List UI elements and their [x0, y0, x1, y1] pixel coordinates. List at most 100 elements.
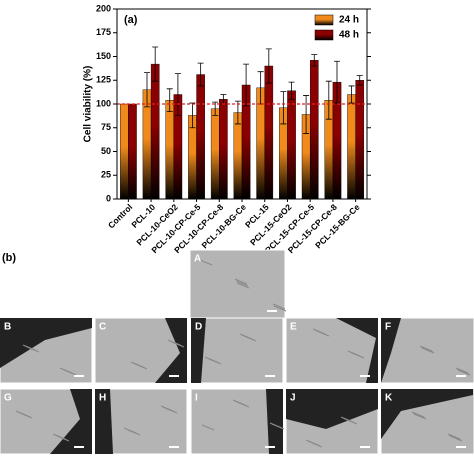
cell [419, 345, 433, 352]
bar [119, 103, 129, 200]
cell [309, 441, 323, 448]
error-bar [311, 54, 318, 67]
bar [165, 99, 175, 200]
panel-letter: K [385, 393, 393, 404]
panel-letter: C [99, 322, 106, 333]
error-bar [325, 80, 332, 120]
panel-letter: E [290, 322, 297, 333]
micrograph-shadow [50, 389, 92, 454]
bar [233, 112, 243, 200]
y-tick-label: 150 [96, 51, 111, 61]
micrograph [190, 317, 284, 384]
bar [210, 108, 220, 200]
cell [199, 259, 213, 266]
error-bar [265, 48, 272, 84]
cell [201, 424, 215, 431]
micrograph-shadow [266, 389, 283, 454]
cell [351, 352, 365, 359]
cell [448, 434, 462, 441]
bar [355, 80, 365, 200]
cell [271, 423, 285, 430]
y-tick-label: 100 [96, 98, 111, 108]
y-tick-label: 75 [101, 122, 111, 132]
bar [287, 90, 296, 200]
cell [234, 278, 248, 285]
cell [127, 429, 141, 436]
cell [134, 363, 148, 370]
cell [412, 412, 426, 419]
panel-letter: A [194, 254, 201, 265]
panel-letter: D [195, 322, 202, 333]
legend-label: 24 h [339, 15, 359, 26]
cell [316, 330, 330, 337]
error-bar [144, 72, 150, 108]
micrograph-shadow [381, 389, 473, 439]
y-tick-label: 125 [96, 75, 111, 85]
micrograph-shadow [155, 318, 187, 383]
bar [219, 99, 228, 200]
error-bar [303, 95, 310, 134]
micrograph-shadow [381, 318, 401, 383]
micrograph-shadow [0, 318, 92, 368]
cell [273, 305, 287, 312]
error-bar [356, 75, 363, 86]
cell [19, 412, 33, 419]
legend-swatch [314, 14, 334, 26]
cell [243, 335, 257, 342]
error-bar [212, 101, 219, 116]
y-tick-label: 25 [101, 170, 111, 180]
cell [344, 418, 358, 425]
plot-frame [116, 8, 368, 200]
error-bar [197, 62, 204, 87]
y-tick-label: 0 [106, 193, 111, 203]
cell [164, 407, 178, 414]
cell [272, 303, 286, 310]
micrograph-shadow [191, 318, 206, 383]
cell [236, 401, 250, 408]
panel-letter: G [4, 393, 12, 404]
bar [309, 60, 319, 200]
panel-label: (a) [124, 14, 138, 26]
cell [235, 280, 249, 287]
error-bar [174, 73, 181, 116]
bar [264, 65, 274, 200]
micrograph [189, 249, 286, 319]
bar [150, 63, 160, 200]
error-bar [288, 81, 295, 100]
cell [413, 413, 427, 420]
y-axis-label: Cell viability (%) [83, 66, 94, 143]
cell [63, 369, 77, 376]
panel-letter: J [290, 393, 296, 404]
y-tick-label: 50 [101, 146, 111, 156]
cell [171, 341, 185, 348]
cell [457, 369, 471, 376]
y-tick-label: 200 [96, 3, 111, 13]
panel-label: (b) [2, 252, 16, 264]
cell [26, 346, 40, 353]
error-bar [166, 88, 173, 112]
cell [456, 368, 470, 375]
error-bar [152, 46, 159, 82]
error-bar [243, 63, 250, 107]
cell [420, 346, 434, 353]
bar [196, 74, 205, 200]
cell [411, 411, 425, 418]
cell [236, 282, 250, 289]
cell [455, 367, 469, 374]
y-tick-label: 175 [96, 27, 111, 37]
cell [449, 435, 463, 442]
panel-letter: I [195, 393, 198, 404]
error-bar [280, 91, 287, 125]
x-tick-label: Control [106, 202, 134, 230]
cell [421, 347, 435, 354]
cell [208, 358, 222, 365]
bar [347, 94, 356, 200]
error-bar [234, 100, 241, 125]
micrograph-shadow [286, 389, 378, 429]
error-bar [189, 102, 196, 129]
cell [56, 435, 70, 442]
panel-letter: B [4, 322, 11, 333]
error-bar [334, 60, 340, 104]
error-bar [348, 85, 355, 104]
